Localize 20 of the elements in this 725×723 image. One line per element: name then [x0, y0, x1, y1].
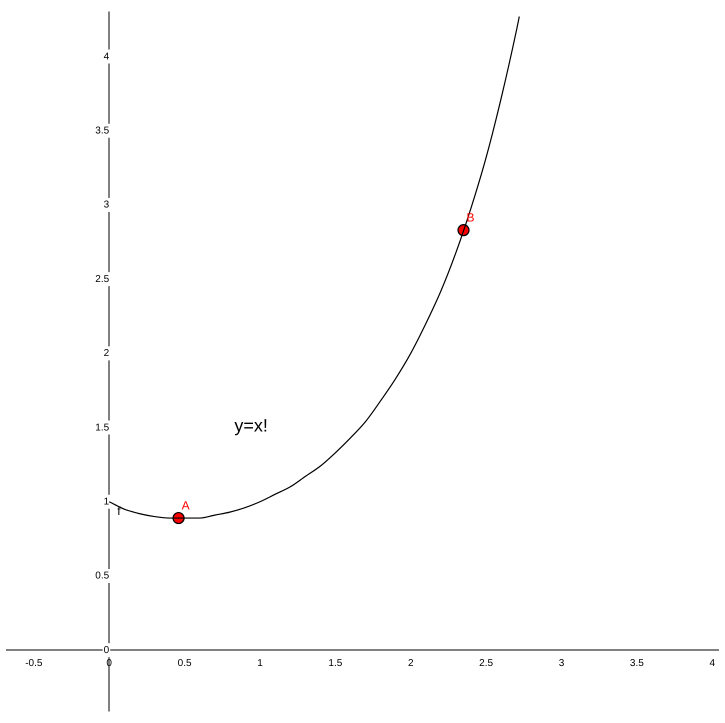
y-tick-label: 1.5 — [95, 422, 110, 434]
x-tick-label: 2.5 — [479, 658, 494, 669]
series-label: A — [182, 498, 190, 512]
y-tick-label: 0 — [104, 644, 110, 656]
x-tick-label: -0.5 — [25, 658, 43, 669]
x-tick-label: 3 — [558, 658, 565, 669]
y-tick-label: 0.5 — [95, 570, 110, 582]
series-label: B — [466, 210, 475, 224]
y-tick-label: 3.5 — [95, 125, 110, 136]
x-tick-label: 1.5 — [328, 658, 343, 669]
y-tick-label: 4 — [104, 51, 110, 62]
annotation: y=x! — [234, 415, 268, 436]
y-tick-label: 3 — [104, 200, 110, 211]
x-tick-label: 2 — [408, 658, 414, 669]
y-tick-label: 2.5 — [95, 274, 110, 285]
x-tick-label: 3.5 — [630, 658, 644, 669]
y-tick-label: 2 — [104, 348, 110, 360]
x-tick-label: 4 — [709, 658, 716, 669]
x-tick-label: 0.5 — [178, 658, 192, 669]
x-tick-label: 1 — [257, 658, 264, 669]
